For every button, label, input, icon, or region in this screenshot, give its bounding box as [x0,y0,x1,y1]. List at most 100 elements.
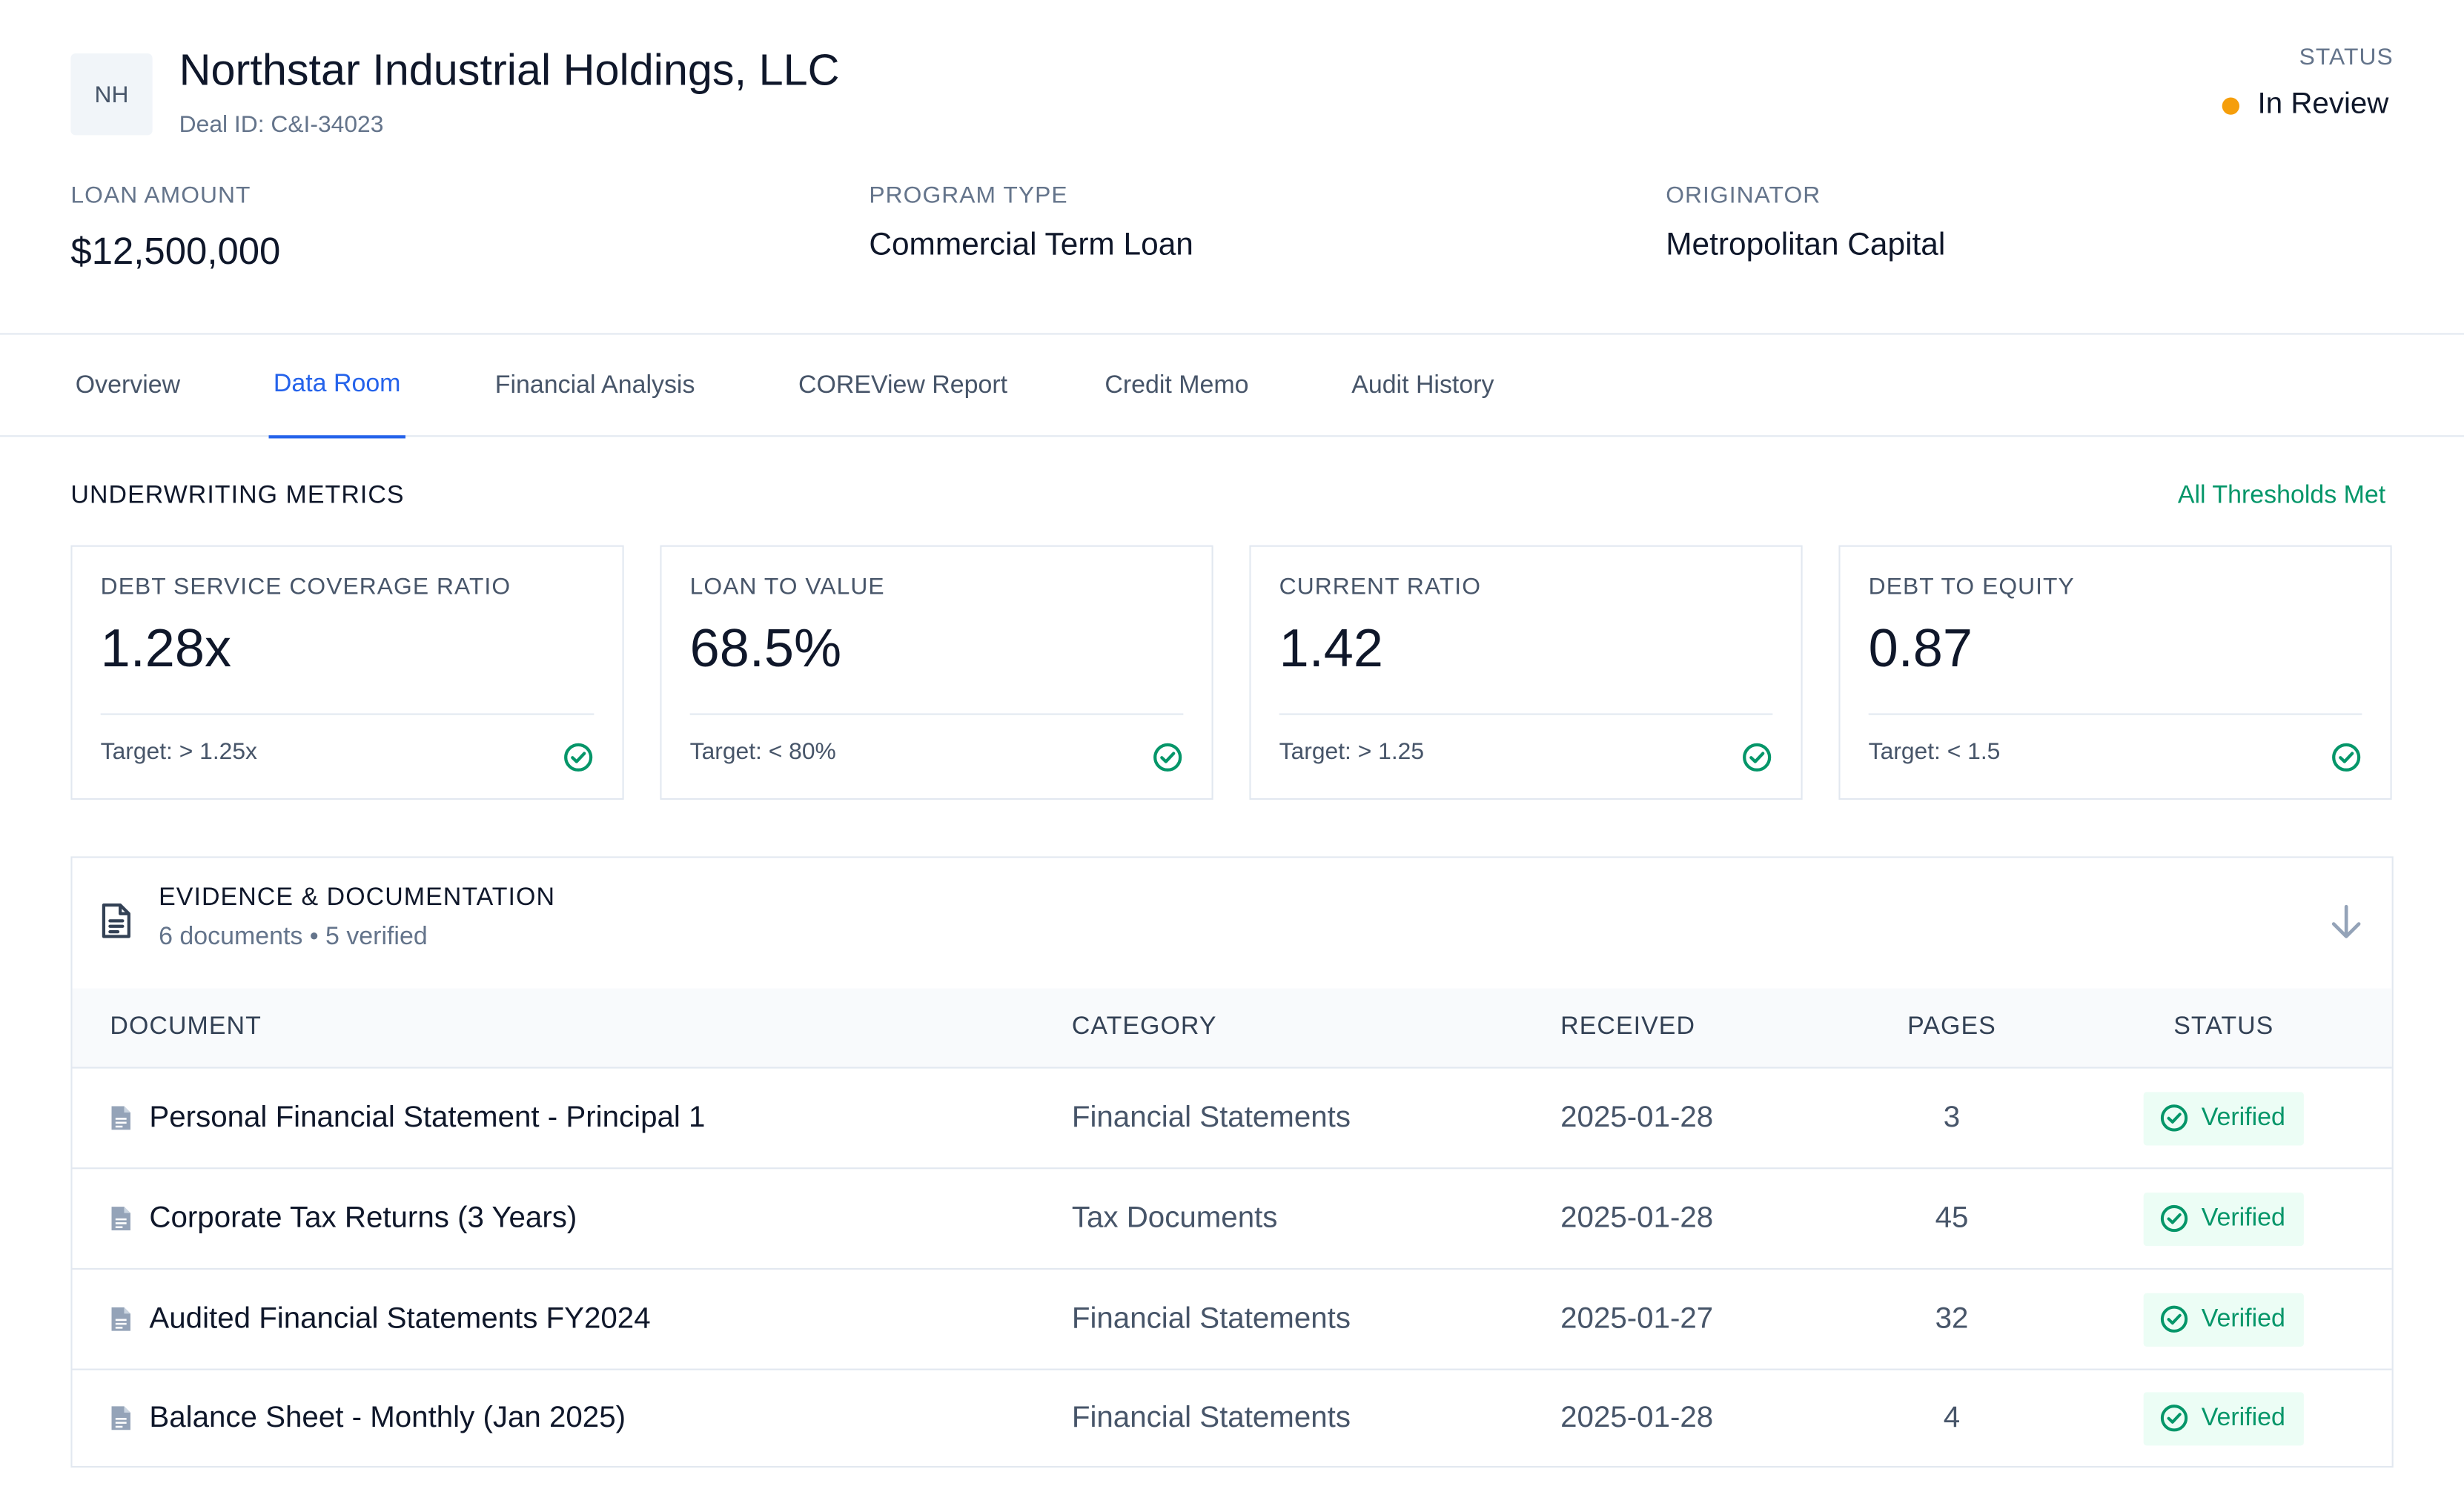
status-cell: Verified [2137,1169,2310,1268]
page-title: Northstar Industrial Holdings, LLC [179,45,840,95]
category-cell: Financial Statements [1071,1302,1351,1335]
status-label: STATUS [2299,44,2394,71]
document-cell: Corporate Tax Returns (3 Years) [110,1169,577,1268]
check-circle-icon [1153,743,1182,772]
tab-overview[interactable]: Overview [75,371,181,399]
status-badge: In Review [2221,87,2389,123]
metric-label: CURRENT RATIO [1279,573,1482,600]
evidence-panel: EVIDENCE & DOCUMENTATION 6 documents • 5… [70,856,2394,1470]
file-icon [111,1106,130,1130]
metric-value: 68.5% [689,619,842,679]
table-header: DOCUMENT CATEGORY RECEIVED PAGES STATUS [72,988,2392,1069]
document-name[interactable]: Audited Financial Statements FY2024 [149,1302,651,1335]
divider [1279,713,1773,715]
metrics-section-title: UNDERWRITING METRICS [70,482,405,509]
check-circle-icon [2160,1405,2188,1432]
originator-value: Metropolitan Capital [1666,228,1946,263]
metric-card-current-ratio: CURRENT RATIO 1.42 Target: > 1.25 [1249,545,1803,800]
column-header-category[interactable]: CATEGORY [1071,1013,1217,1041]
tab-credit-memo[interactable]: Credit Memo [1105,371,1249,399]
metric-target: Target: < 80% [689,738,836,766]
received-cell: 2025-01-28 [1560,1400,1714,1434]
metric-value: 1.42 [1279,619,1383,679]
document-name[interactable]: Balance Sheet - Monthly (Jan 2025) [149,1400,626,1434]
category-cell: Financial Statements [1071,1101,1351,1134]
status-cell: Verified [2137,1270,2310,1369]
pages-cell: 32 [1935,1302,1969,1335]
category-cell: Financial Statements [1071,1400,1351,1434]
metric-value: 0.87 [1868,619,1973,679]
verified-badge: Verified [2143,1391,2305,1445]
status-text: Verified [2201,1404,2285,1431]
divider [1868,713,2362,715]
table-row[interactable]: Personal Financial Statement - Principal… [72,1069,2392,1170]
metric-card-dscr: DEBT SERVICE COVERAGE RATIO 1.28x Target… [70,545,624,800]
check-circle-icon [564,743,593,772]
metric-value: 1.28x [100,619,232,679]
column-header-document[interactable]: DOCUMENT [110,1013,262,1041]
deal-id: Deal ID: C&I-34023 [179,111,384,139]
document-cell: Balance Sheet - Monthly (Jan 2025) [110,1369,626,1468]
metric-label: DEBT TO EQUITY [1868,573,2075,600]
check-circle-icon [1743,743,1772,772]
document-icon [102,903,130,938]
metric-label: LOAN TO VALUE [689,573,885,600]
evidence-summary: 6 documents • 5 verified [159,924,428,951]
status-value: In Review [2257,87,2389,122]
check-circle-icon [2160,1204,2188,1233]
document-cell: Audited Financial Statements FY2024 [110,1270,651,1369]
status-dot-icon [2221,96,2239,114]
status-cell: Verified [2137,1369,2310,1468]
divider [100,713,595,715]
document-name[interactable]: Corporate Tax Returns (3 Years) [149,1201,577,1235]
status-text: Verified [2201,1204,2285,1232]
thresholds-status: All Thresholds Met [2177,482,2386,509]
arrow-down-icon[interactable] [2329,902,2364,943]
loan-amount-label: LOAN AMOUNT [70,182,251,209]
pages-cell: 4 [1943,1400,1961,1434]
file-icon [111,1307,130,1331]
verified-badge: Verified [2143,1192,2305,1246]
table-row[interactable]: Audited Financial Statements FY2024 Fina… [72,1270,2392,1370]
metric-card-ltv: LOAN TO VALUE 68.5% Target: < 80% [660,545,1213,800]
check-circle-icon [2160,1305,2188,1333]
document-cell: Personal Financial Statement - Principal… [110,1069,705,1168]
file-icon [111,1406,130,1430]
status-text: Verified [2201,1304,2285,1332]
table-row[interactable]: Balance Sheet - Monthly (Jan 2025) Finan… [73,1369,2392,1470]
tab-bar: Overview Data Room Financial Analysis CO… [0,333,2464,439]
table-row[interactable]: Corporate Tax Returns (3 Years) Tax Docu… [72,1169,2392,1270]
pages-cell: 45 [1935,1201,1969,1235]
pages-cell: 3 [1943,1101,1961,1134]
check-circle-icon [2160,1104,2188,1132]
tab-coreview-report[interactable]: COREView Report [798,371,1008,399]
received-cell: 2025-01-28 [1560,1201,1714,1235]
column-header-received[interactable]: RECEIVED [1560,1013,1696,1041]
file-icon [111,1207,130,1230]
program-type-value: Commercial Term Loan [869,228,1193,263]
metric-card-debt-to-equity: DEBT TO EQUITY 0.87 Target: < 1.5 [1838,545,2392,800]
evidence-title: EVIDENCE & DOCUMENTATION [159,884,556,912]
program-type-label: PROGRAM TYPE [869,182,1068,209]
loan-amount-value: $12,500,000 [70,231,281,273]
document-name[interactable]: Personal Financial Statement - Principal… [149,1101,706,1134]
tab-data-room[interactable]: Data Room [268,335,405,439]
status-cell: Verified [2137,1069,2310,1168]
status-text: Verified [2201,1104,2285,1131]
metric-target: Target: > 1.25x [100,738,257,766]
verified-badge: Verified [2143,1091,2305,1145]
column-header-pages[interactable]: PAGES [1907,1013,1996,1041]
column-header-status[interactable]: STATUS [2173,1013,2274,1041]
metric-target: Target: < 1.5 [1868,738,2001,766]
verified-badge: Verified [2143,1292,2305,1346]
originator-label: ORIGINATOR [1666,182,1821,209]
tab-audit-history[interactable]: Audit History [1351,371,1494,399]
divider [689,713,1184,715]
avatar: NH [70,53,153,136]
metric-label: DEBT SERVICE COVERAGE RATIO [100,573,511,600]
check-circle-icon [2332,743,2361,772]
tab-financial-analysis[interactable]: Financial Analysis [494,371,695,399]
received-cell: 2025-01-28 [1560,1101,1714,1134]
category-cell: Tax Documents [1071,1201,1278,1235]
